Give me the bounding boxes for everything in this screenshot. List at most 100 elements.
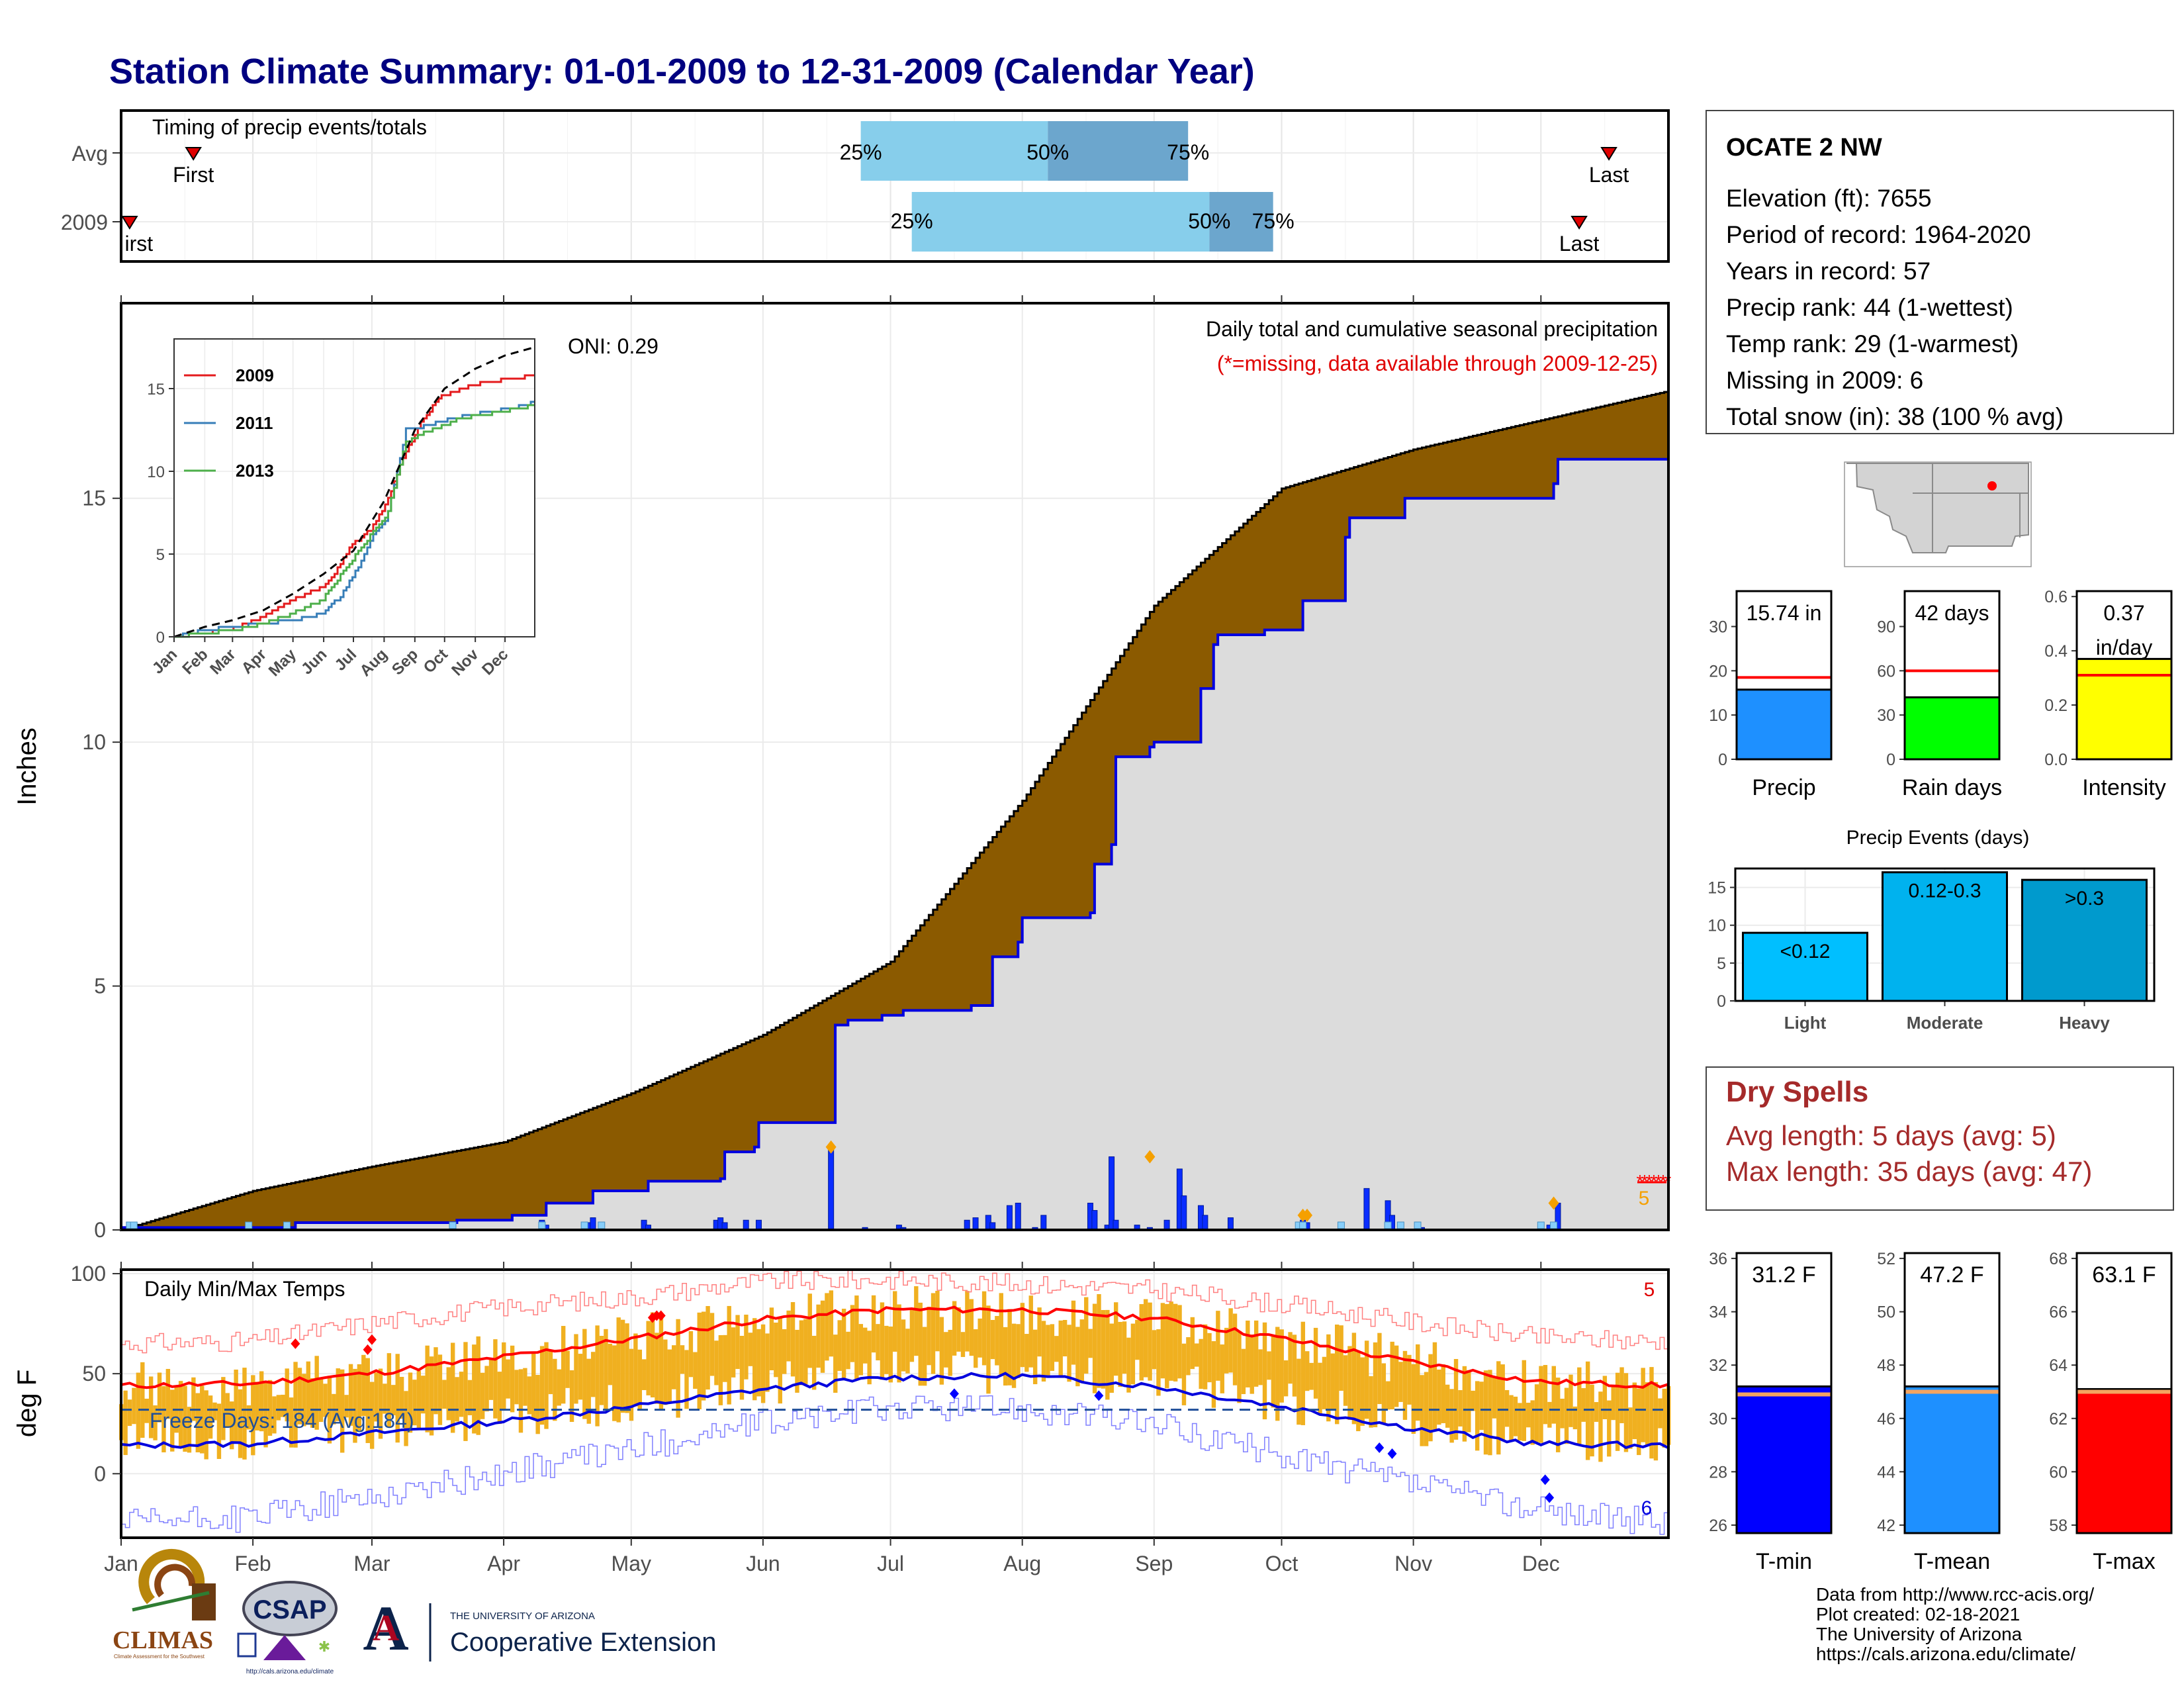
daily-temp-range-bar [553, 1358, 557, 1421]
daily-temp-range-bar [1569, 1374, 1573, 1427]
snow-day-marker [598, 1221, 606, 1229]
climas-wordmark: CLIMAS [113, 1626, 213, 1654]
small-panel-ytick: 66 [2049, 1303, 2068, 1322]
daily-temp-range-bar [369, 1382, 375, 1449]
month-axis-label: Dec [1522, 1552, 1560, 1575]
summary-category-label: T-max [2093, 1549, 2155, 1574]
daily-temp-range-bar [1619, 1367, 1624, 1423]
daily-temp-range-bar [1216, 1311, 1220, 1381]
daily-temp-range-bar [442, 1380, 447, 1409]
timing-box-p50-p75 [1048, 121, 1189, 181]
daily-temp-range-bar [629, 1348, 634, 1421]
daily-temp-range-bar [850, 1305, 855, 1362]
daily-temp-range-bar [344, 1395, 349, 1418]
daily-temp-range-bar [1173, 1303, 1178, 1382]
daily-temp-range-bar [1530, 1400, 1535, 1445]
summary-value-unit: in/day [2096, 635, 2152, 659]
daily-temp-range-bar [514, 1370, 519, 1405]
daily-temp-range-bar [1611, 1384, 1615, 1421]
daily-temp-range-bar [1199, 1338, 1203, 1389]
daily-temp-range-bar [1373, 1342, 1378, 1428]
record-high-marker [367, 1334, 377, 1345]
daily-temp-range-bar [365, 1358, 370, 1443]
daily-temp-range-bar [391, 1385, 396, 1416]
daily-temp-range-bar [1492, 1378, 1497, 1419]
daily-temp-range-bar [1271, 1336, 1276, 1408]
daily-temp-range-bar [897, 1304, 901, 1383]
daily-temp-range-bar [1585, 1361, 1590, 1460]
daily-precip-bar [1015, 1202, 1021, 1231]
daily-temp-range-bar [1453, 1359, 1459, 1440]
daily-temp-range-bar [195, 1393, 201, 1453]
record-max-line [121, 1270, 1669, 1354]
daily-temp-range-bar [1126, 1337, 1131, 1393]
summary-category-label: Precip [1752, 775, 1815, 800]
snow-day-marker [1414, 1221, 1422, 1229]
daily-temp-range-bar [1339, 1325, 1343, 1391]
small-panel-ytick: 64 [2049, 1356, 2068, 1375]
daily-temp-range-bar [1079, 1319, 1085, 1383]
timing-row-label: Avg [71, 142, 108, 165]
daily-temp-range-bar [310, 1378, 315, 1428]
daily-temp-range-bar [488, 1358, 494, 1400]
daily-temp-range-bar [825, 1293, 829, 1361]
station-info-line: Precip rank: 44 (1-wettest) [1726, 294, 2013, 321]
daily-temp-range-bar [663, 1339, 668, 1405]
daily-temp-range-bar [510, 1345, 515, 1413]
summary-bar [1735, 1385, 1833, 1534]
daily-temp-range-bar [1275, 1327, 1280, 1421]
daily-temp-range-bar [1398, 1362, 1403, 1402]
daily-temp-range-bar [276, 1395, 281, 1421]
daily-temp-range-bar [183, 1385, 187, 1452]
daily-temp-range-bar [527, 1376, 532, 1415]
daily-temp-range-bar [1551, 1366, 1556, 1424]
daily-temp-range-bar [1590, 1384, 1594, 1457]
daily-temp-range-bar [974, 1329, 978, 1368]
daily-temp-range-bar [1186, 1337, 1191, 1376]
daily-temp-range-bar [548, 1350, 553, 1395]
logos: CLIMAS Climate Assessment for the Southw… [113, 1548, 716, 1675]
daily-temp-range-bar [1416, 1344, 1420, 1421]
daily-temp-range-bar [1496, 1361, 1501, 1455]
daily-temp-range-bar [1364, 1340, 1369, 1419]
daily-temp-range-bar [739, 1336, 745, 1400]
summary-value-label: 42 days [1915, 601, 1989, 625]
daily-temp-range-bar [285, 1368, 289, 1422]
month-axis-label: Jun [746, 1552, 780, 1575]
daily-temp-range-bar [1518, 1403, 1522, 1441]
daily-temp-range-bar [871, 1295, 876, 1353]
daily-temp-range-bar [1343, 1355, 1348, 1406]
daily-temp-range-bar [1267, 1351, 1271, 1380]
dry-spells-max: Max length: 35 days (avg: 47) [1726, 1156, 2092, 1187]
daily-temp-range-bar [1114, 1302, 1118, 1376]
climas-logo: CLIMAS Climate Assessment for the Southw… [113, 1548, 216, 1660]
daily-temp-range-bar [1062, 1319, 1068, 1357]
daily-temp-range-bar [1054, 1336, 1059, 1362]
daily-temp-range-bar [1428, 1354, 1433, 1442]
cumulative-year-area [121, 459, 1668, 1230]
precip-event-bar [1742, 931, 1868, 1002]
daily-temp-range-bar [837, 1320, 842, 1371]
last-event-marker [1600, 147, 1617, 161]
daily-temp-range-bar [820, 1300, 825, 1373]
daily-temp-range-bar [374, 1372, 379, 1422]
daily-temp-range-bar [1250, 1334, 1254, 1394]
daily-temp-range-bar [216, 1403, 222, 1460]
daily-temp-range-bar [1181, 1343, 1187, 1405]
daily-temp-range-bar [404, 1391, 408, 1446]
daily-precip-bar [1109, 1156, 1115, 1231]
timing-p75-label: 75% [1167, 140, 1209, 164]
daily-temp-range-bar [876, 1324, 880, 1361]
daily-precip-bar [1006, 1205, 1013, 1231]
daily-temp-range-bar [1007, 1309, 1012, 1385]
daily-temp-range-bar [1347, 1346, 1352, 1420]
daily-temp-range-bar [353, 1368, 357, 1443]
daily-temp-range-bar [1262, 1322, 1267, 1420]
small-panel-ytick: 34 [1709, 1303, 1727, 1322]
daily-temp-range-bar [676, 1319, 680, 1418]
daily-temp-range-bar [731, 1327, 736, 1378]
daily-temp-range-bar [1645, 1382, 1650, 1446]
timing-frame [120, 109, 1670, 263]
first-event-marker [185, 147, 202, 161]
temp-chart-title: Daily Min/Max Temps [144, 1277, 345, 1301]
